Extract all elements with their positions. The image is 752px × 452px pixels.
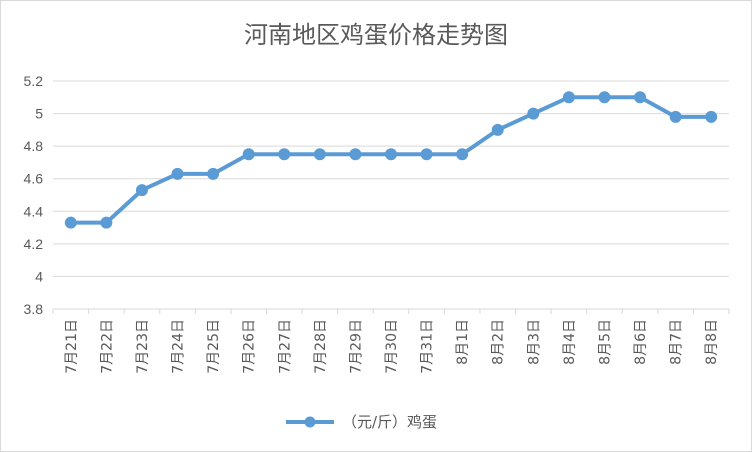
y-tick-label: 4.6 — [24, 171, 44, 187]
y-tick-label: 3.8 — [24, 301, 44, 317]
x-tick-label: 8月8日 — [704, 319, 720, 365]
x-tick-label: 7月22日 — [99, 319, 115, 374]
x-tick-label: 7月27日 — [277, 319, 293, 374]
data-point — [634, 91, 647, 104]
x-tick-label: 8月2日 — [491, 319, 507, 365]
data-point — [100, 216, 113, 229]
data-point — [527, 107, 540, 120]
data-point — [598, 91, 611, 104]
data-point — [242, 148, 255, 161]
data-point — [385, 148, 397, 161]
x-tick-label: 7月31日 — [420, 319, 436, 374]
x-tick-label: 7月24日 — [171, 319, 187, 374]
x-tick-label: 8月1日 — [455, 319, 471, 365]
data-point — [491, 123, 504, 136]
x-tick-label: 7月21日 — [64, 319, 80, 374]
data-point — [349, 148, 362, 161]
x-tick-label: 7月29日 — [348, 319, 364, 374]
data-point — [669, 110, 682, 123]
data-point — [171, 167, 184, 180]
data-point — [135, 184, 148, 197]
y-tick-label: 5 — [35, 106, 43, 122]
x-tick-label: 7月26日 — [242, 319, 258, 374]
y-tick-label: 4.2 — [24, 236, 44, 252]
y-tick-label: 4.4 — [24, 203, 44, 219]
data-point — [456, 148, 469, 161]
data-point — [64, 216, 77, 229]
x-tick-label: 8月4日 — [562, 319, 578, 365]
x-tick-label: 7月28日 — [313, 319, 329, 374]
data-point — [313, 148, 326, 161]
x-tick-label: 8月5日 — [597, 319, 613, 365]
x-tick-label: 7月23日 — [135, 319, 151, 374]
data-point — [278, 148, 291, 161]
x-tick-label: 7月25日 — [206, 319, 222, 374]
x-tick-label: 8月3日 — [526, 319, 542, 365]
x-tick-label: 8月7日 — [669, 319, 685, 365]
data-point — [562, 91, 575, 104]
x-tick-label: 7月30日 — [384, 319, 400, 374]
x-tick-label: 8月6日 — [633, 319, 649, 365]
data-point — [705, 110, 718, 123]
data-point — [420, 148, 433, 161]
y-tick-label: 5.2 — [24, 73, 44, 89]
legend-label: （元/斤）鸡蛋 — [342, 413, 437, 431]
legend-marker — [304, 416, 316, 428]
data-point — [207, 167, 220, 180]
chart-title: 河南地区鸡蛋价格走势图 — [244, 21, 508, 49]
y-tick-label: 4 — [35, 268, 43, 284]
y-tick-label: 4.8 — [24, 138, 44, 154]
